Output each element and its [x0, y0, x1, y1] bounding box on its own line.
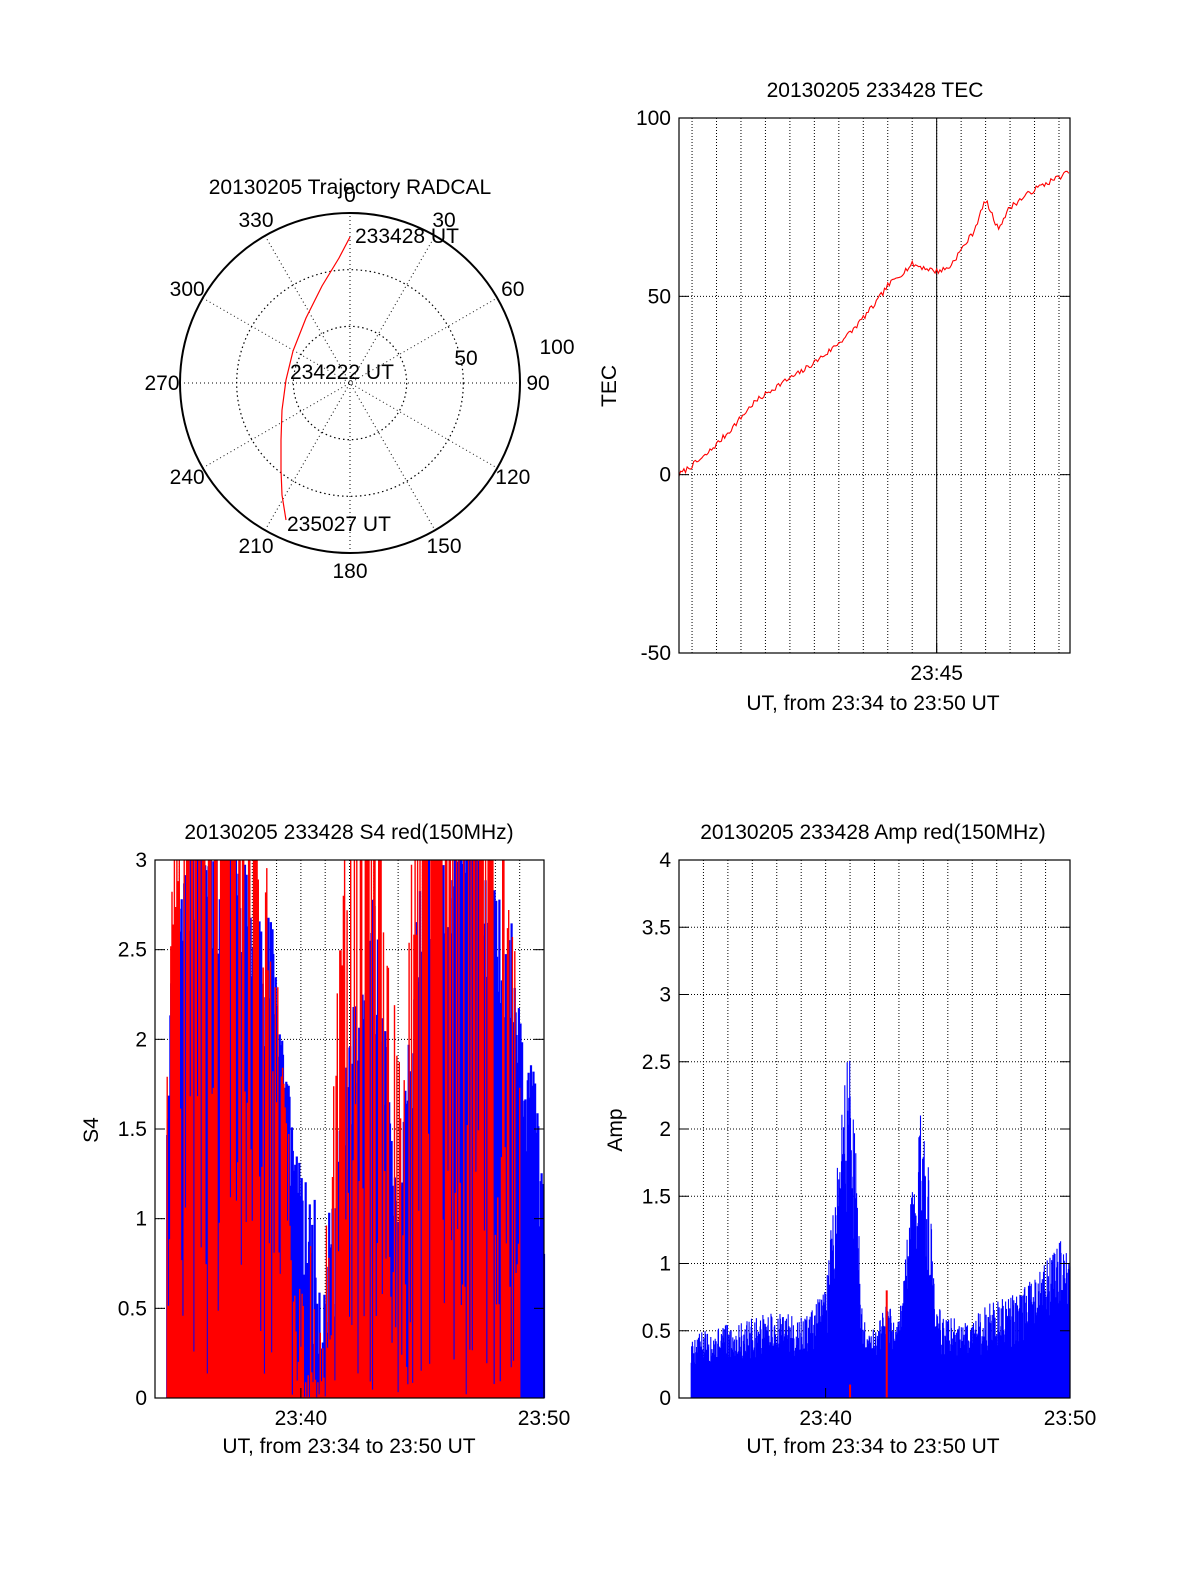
y-tick-label: 1.5: [642, 1185, 671, 1208]
tec-title: 20130205 233428 TEC: [767, 79, 984, 102]
polar-spoke: [264, 235, 436, 531]
amp-blue-series: [690, 1060, 1071, 1398]
amp-panel: 20130205 233428 Amp red(150MHz) Amp UT, …: [604, 821, 1096, 1458]
y-tick-label: 2.5: [642, 1051, 671, 1074]
y-tick-label: 2: [135, 1028, 147, 1051]
polar-annotation: 234222 UT: [290, 361, 394, 384]
s4-title: 20130205 233428 S4 red(150MHz): [184, 821, 513, 844]
x-tick-label: 23:50: [518, 1407, 571, 1430]
s4-red-series: [166, 860, 521, 1398]
y-tick-label: 0: [659, 1387, 671, 1410]
y-tick-label: 1.5: [118, 1118, 147, 1141]
polar-ring: [236, 269, 464, 497]
polar-azimuth-label: 60: [501, 278, 524, 301]
polar-annotation: 233428 UT: [355, 225, 459, 248]
y-tick-label: 2.5: [118, 939, 147, 962]
x-tick-label: 23:45: [910, 662, 963, 685]
polar-spoke: [202, 297, 498, 469]
polar-azimuth-label: 270: [144, 372, 179, 395]
amp-xlabel: UT, from 23:34 to 23:50 UT: [746, 1435, 999, 1458]
y-tick-label: 3: [659, 984, 671, 1007]
x-tick-label: 23:40: [799, 1407, 852, 1430]
s4-xlabel: UT, from 23:34 to 23:50 UT: [222, 1435, 475, 1458]
s4-panel: 20130205 233428 S4 red(150MHz) S4 UT, fr…: [80, 821, 570, 1458]
y-tick-label: 1: [659, 1253, 671, 1276]
polar-azimuth-label: 90: [526, 372, 549, 395]
polar-azimuth-label: 330: [238, 209, 273, 232]
y-tick-label: 0: [135, 1387, 147, 1410]
polar-outer-ring: [179, 212, 521, 554]
y-tick-label: 50: [648, 285, 671, 308]
amp-title: 20130205 233428 Amp red(150MHz): [700, 821, 1046, 844]
polar-spoke: [264, 235, 436, 531]
tec-series-line: [678, 170, 1070, 477]
x-tick-label: 23:50: [1044, 1407, 1097, 1430]
tec-xlabel: UT, from 23:34 to 23:50 UT: [746, 692, 999, 715]
y-tick-label: 2: [659, 1118, 671, 1141]
polar-plot: 50 100 0 30 60 90 120 150 180 210 240 270 300 330 2334…: [144, 184, 574, 583]
polar-ring: [292, 325, 408, 441]
y-tick-label: 3: [135, 849, 147, 872]
tec-ylabel: TEC: [598, 365, 621, 407]
polar-azimuth-label: 30: [432, 209, 455, 232]
y-tick-label: 0: [659, 464, 671, 487]
y-tick-label: 3.5: [642, 916, 671, 939]
y-tick-label: 0.5: [642, 1320, 671, 1343]
amp-ylabel: Amp: [604, 1108, 627, 1151]
s4-plot: 0 0.5 1 1.5 2 2.5 3 23:40 23:50: [118, 849, 570, 1430]
polar-azimuth-label: 150: [426, 535, 461, 558]
polar-annotation: 235027 UT: [287, 513, 391, 536]
tec-plot: -50 0 50 100 23:45: [636, 107, 1071, 685]
polar-azimuth-label: 240: [170, 466, 205, 489]
y-tick-label: 1: [135, 1208, 147, 1231]
y-tick-label: 0.5: [118, 1297, 147, 1320]
polar-azimuth-label: 210: [238, 535, 273, 558]
polar-azimuth-label: 0: [344, 184, 356, 207]
polar-azimuth-label: 180: [332, 560, 367, 583]
plot-frame: [678, 117, 1071, 654]
tec-panel: 20130205 233428 TEC TEC UT, from 23:34 t…: [598, 79, 1071, 715]
polar-title: 20130205 Trajectory RADCAL: [209, 176, 492, 199]
s4-ylabel: S4: [80, 1117, 103, 1143]
polar-azimuth-label: 120: [495, 466, 530, 489]
y-tick-label: 4: [659, 849, 671, 872]
polar-azimuth-label: 300: [170, 278, 205, 301]
amp-plot: 0 0.5 1 1.5 2 2.5 3 3.5 4 23:40 23:50: [642, 849, 1096, 1430]
polar-radial-label: 100: [539, 336, 574, 359]
polar-radial-label: 50: [454, 347, 477, 370]
x-tick-label: 23:40: [275, 1407, 328, 1430]
polar-panel: 20130205 Trajectory RADCAL 50 100 0 30 60 90 1…: [144, 176, 574, 583]
polar-track-line: [280, 236, 351, 521]
y-tick-label: -50: [641, 642, 671, 665]
y-tick-label: 100: [636, 107, 671, 130]
